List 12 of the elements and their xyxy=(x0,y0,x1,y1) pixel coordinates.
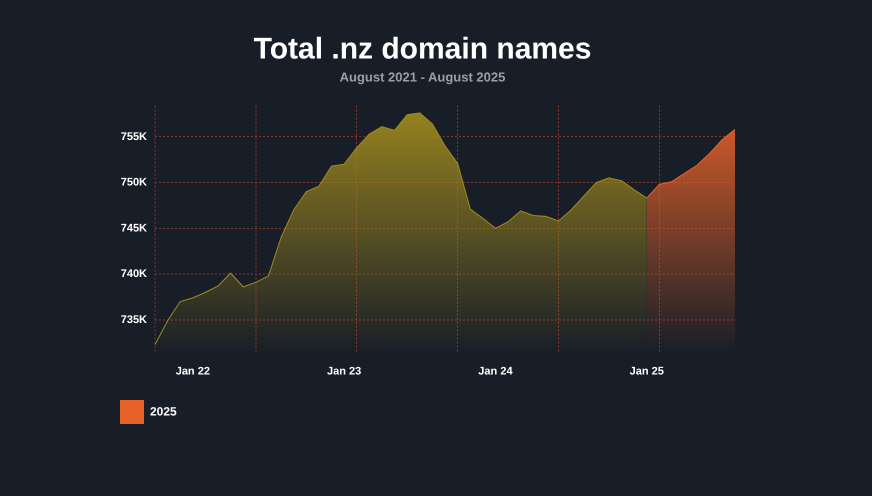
chart-title: Total .nz domain names xyxy=(254,32,592,66)
y-tick-label: 740K xyxy=(120,268,148,280)
x-tick-label: Jan 25 xyxy=(630,365,664,378)
y-tick-label: 755K xyxy=(120,130,148,143)
legend-label: 2025 xyxy=(150,404,178,418)
y-tick-label: 750K xyxy=(120,176,148,189)
x-tick-label: Jan 23 xyxy=(327,365,362,378)
x-tick-label: Jan 22 xyxy=(176,365,210,378)
y-tick-label: 735K xyxy=(120,314,148,326)
chart-subtitle: August 2021 - August 2025 xyxy=(340,69,506,84)
y-tick-label: 745K xyxy=(120,222,148,234)
x-tick-label: Jan 24 xyxy=(478,365,514,378)
